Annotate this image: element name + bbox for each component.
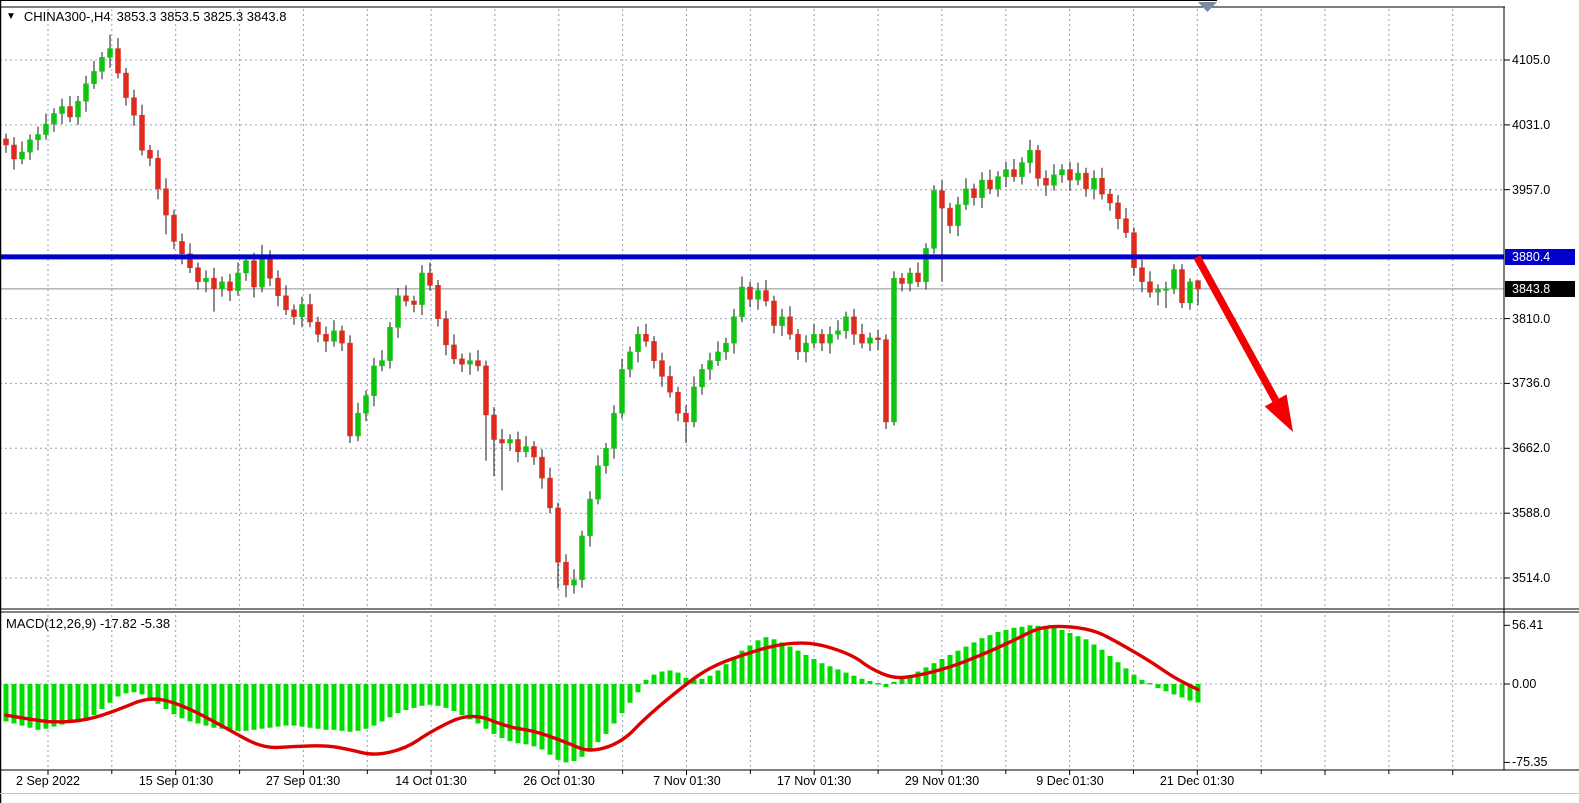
chart-shift-marker[interactable] <box>1198 2 1217 12</box>
down-arrow-annotation[interactable] <box>1193 255 1293 432</box>
time-axis-label: 2 Sep 2022 <box>16 774 80 788</box>
time-axis-label: 7 Nov 01:30 <box>653 774 721 788</box>
macd-main-value: -17.82 <box>99 616 137 631</box>
symbol-dropdown-icon[interactable]: ▼ <box>6 11 16 22</box>
price-axis-label: 3736.0 <box>1512 376 1551 390</box>
price-axis-label: 3588.0 <box>1512 506 1551 520</box>
time-axis-label: 21 Dec 01:30 <box>1159 774 1235 788</box>
price-axis-label: 3514.0 <box>1512 571 1551 585</box>
hline-price-flag[interactable]: 3880.4 <box>1505 249 1575 265</box>
macd-histogram <box>3 625 1201 763</box>
ohlc-values: 3853.3 3853.5 3825.3 3843.8 <box>116 9 287 24</box>
macd-axis-label: 0.00 <box>1512 677 1537 691</box>
price-axis-label: 4031.0 <box>1512 118 1551 132</box>
macd-header: MACD(12,26,9) -17.82 -5.38 <box>6 616 170 631</box>
time-axis-label: 17 Nov 01:30 <box>776 774 852 788</box>
price-axis-label: 3810.0 <box>1512 312 1551 326</box>
macd-signal-value: -5.38 <box>140 616 171 631</box>
time-axis-label: 15 Sep 01:30 <box>138 774 214 788</box>
price-axis-label: 4105.0 <box>1512 53 1551 67</box>
macd-axis-label: -75.35 <box>1512 755 1548 769</box>
chart-header: ▼ CHINA300-,H4 3853.3 3853.5 3825.3 3843… <box>6 9 287 24</box>
price-axis-label: 3957.0 <box>1512 183 1551 197</box>
time-axis-label: 14 Oct 01:30 <box>395 774 467 788</box>
time-axis-label: 27 Sep 01:30 <box>265 774 341 788</box>
time-axis-label: 9 Dec 01:30 <box>1036 774 1104 788</box>
symbol-timeframe-label: CHINA300-,H4 <box>23 9 111 24</box>
macd-signal-line <box>4 624 1200 756</box>
price-axis-label: 3662.0 <box>1512 441 1551 455</box>
time-axis-label: 29 Nov 01:30 <box>904 774 980 788</box>
macd-indicator-label: MACD(12,26,9) <box>6 616 97 631</box>
macd-axis-label: 56.41 <box>1512 618 1544 632</box>
time-axis-label: 26 Oct 01:30 <box>523 774 595 788</box>
last-price-flag: 3843.8 <box>1505 281 1575 297</box>
